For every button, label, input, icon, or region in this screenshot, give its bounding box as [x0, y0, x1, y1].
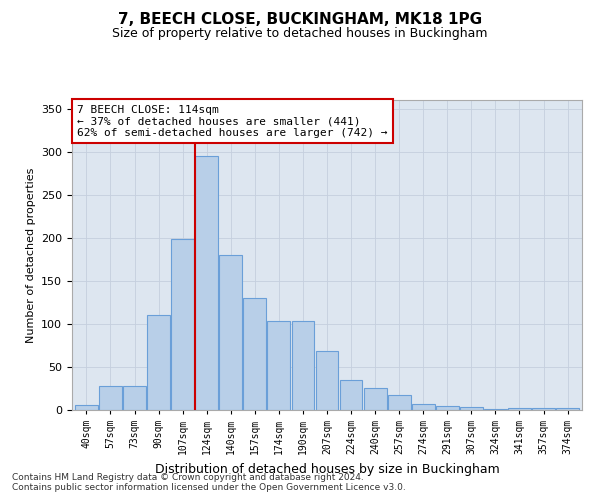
Bar: [123, 386, 146, 410]
Text: Contains public sector information licensed under the Open Government Licence v3: Contains public sector information licen…: [12, 482, 406, 492]
Bar: [412, 404, 434, 410]
Bar: [364, 388, 386, 410]
Y-axis label: Number of detached properties: Number of detached properties: [26, 168, 35, 342]
Bar: [195, 156, 218, 410]
Bar: [75, 405, 98, 410]
Bar: [171, 238, 194, 410]
Text: Size of property relative to detached houses in Buckingham: Size of property relative to detached ho…: [112, 28, 488, 40]
X-axis label: Distribution of detached houses by size in Buckingham: Distribution of detached houses by size …: [155, 462, 499, 475]
Bar: [436, 406, 459, 410]
Text: 7 BEECH CLOSE: 114sqm
← 37% of detached houses are smaller (441)
62% of semi-det: 7 BEECH CLOSE: 114sqm ← 37% of detached …: [77, 104, 388, 138]
Bar: [508, 408, 531, 410]
Bar: [532, 408, 555, 410]
Bar: [292, 322, 314, 410]
Bar: [147, 316, 170, 410]
Bar: [388, 396, 410, 410]
Bar: [556, 408, 579, 410]
Bar: [268, 322, 290, 410]
Bar: [99, 386, 122, 410]
Bar: [316, 352, 338, 410]
Bar: [460, 408, 483, 410]
Text: 7, BEECH CLOSE, BUCKINGHAM, MK18 1PG: 7, BEECH CLOSE, BUCKINGHAM, MK18 1PG: [118, 12, 482, 28]
Bar: [340, 380, 362, 410]
Text: Contains HM Land Registry data © Crown copyright and database right 2024.: Contains HM Land Registry data © Crown c…: [12, 472, 364, 482]
Bar: [244, 298, 266, 410]
Bar: [220, 255, 242, 410]
Bar: [484, 409, 507, 410]
